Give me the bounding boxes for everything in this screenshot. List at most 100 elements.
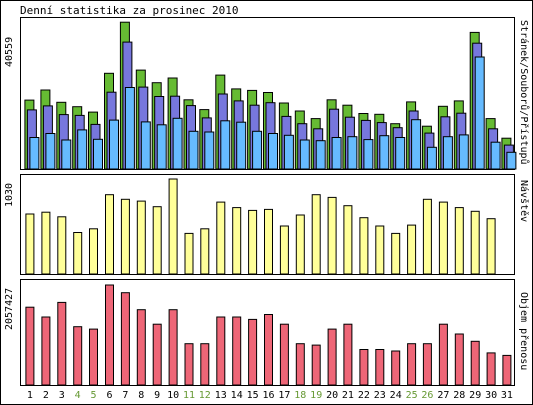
bar-stranek-day-24 <box>395 137 406 170</box>
bar-prenos-day-9 <box>152 323 162 386</box>
day-label-2: 2 <box>43 390 49 401</box>
bar-navstev-day-17 <box>279 225 289 275</box>
bar-prenos-day-12 <box>200 343 210 386</box>
day-label-21: 21 <box>342 390 354 401</box>
panel-transfer-max-label: 2057427 <box>4 288 15 330</box>
bar-stranek-day-9 <box>156 124 167 170</box>
bar-prenos-day-11 <box>184 343 194 386</box>
bar-prenos-day-2 <box>41 316 51 386</box>
bar-navstev-day-5 <box>89 228 98 275</box>
day-label-10: 10 <box>167 390 179 401</box>
bar-navstev-day-4 <box>73 232 83 275</box>
bar-stranek-day-11 <box>188 130 199 170</box>
bar-stranek-day-2 <box>45 133 56 170</box>
day-label-27: 27 <box>437 390 449 401</box>
bar-prenos-day-27 <box>438 323 448 386</box>
bar-navstev-day-1 <box>25 213 35 275</box>
bar-stranek-day-26 <box>426 146 437 170</box>
bar-prenos-day-4 <box>73 326 83 386</box>
day-label-7: 7 <box>122 390 128 401</box>
bar-stranek-day-3 <box>61 139 72 170</box>
day-label-29: 29 <box>469 390 481 401</box>
bar-stranek-day-16 <box>268 133 278 170</box>
panel-hits-max-label: 40559 <box>4 37 15 67</box>
bar-navstev-day-30 <box>486 218 496 275</box>
day-label-19: 19 <box>310 390 322 401</box>
bar-stranek-day-22 <box>363 139 374 170</box>
bar-stranek-day-15 <box>252 130 263 170</box>
bar-navstev-day-19 <box>311 194 321 275</box>
bar-navstev-day-25 <box>407 224 417 275</box>
bar-stranek-day-6 <box>109 119 119 170</box>
bar-prenos-day-31 <box>502 354 512 386</box>
bar-prenos-day-15 <box>248 318 258 386</box>
bar-navstev-day-2 <box>41 211 51 275</box>
bar-prenos-day-7 <box>120 292 130 386</box>
bar-navstev-day-6 <box>105 194 114 275</box>
bar-navstev-day-23 <box>375 225 385 275</box>
bar-navstev-day-20 <box>327 196 337 275</box>
bar-prenos-day-17 <box>279 323 289 386</box>
bar-prenos-day-23 <box>375 349 385 386</box>
day-labels: 1 2 3 4 5 6 7 8 9 10 11 12 13 14 15 16 17 18 19 20 21 22 23 24 2… <box>27 390 513 401</box>
legend-sep-2: / <box>518 110 529 116</box>
bar-prenos-day-5 <box>89 328 98 386</box>
bar-navstev-day-21 <box>343 205 353 275</box>
panel-visits-side-label: Návštěv <box>518 180 530 222</box>
bar-prenos-day-18 <box>295 343 305 386</box>
bar-prenos-day-21 <box>343 323 353 386</box>
bar-stranek-day-8 <box>140 121 151 170</box>
day-label-26: 26 <box>421 390 433 401</box>
bar-navstev-day-3 <box>57 216 67 275</box>
day-label-28: 28 <box>453 390 465 401</box>
bar-navstev-day-16 <box>264 208 273 275</box>
bar-stranek-day-20 <box>331 137 342 170</box>
bar-prenos-day-30 <box>486 352 496 386</box>
bar-prenos-day-25 <box>407 343 417 386</box>
bar-prenos-day-8 <box>136 309 146 386</box>
bar-navstev-day-10 <box>168 178 178 275</box>
day-label-12: 12 <box>199 390 211 401</box>
day-label-5: 5 <box>90 390 96 401</box>
day-label-23: 23 <box>374 390 386 401</box>
bar-navstev-day-7 <box>120 198 130 275</box>
bar-prenos-day-16 <box>264 314 273 386</box>
day-label-31: 31 <box>501 390 513 401</box>
bar-stranek-day-19 <box>315 140 326 170</box>
bar-prenos-day-20 <box>327 328 337 386</box>
day-label-24: 24 <box>390 390 402 401</box>
bar-navstev-day-12 <box>200 228 210 275</box>
bar-prenos-day-10 <box>168 309 178 386</box>
day-label-6: 6 <box>106 390 112 401</box>
day-label-8: 8 <box>138 390 144 401</box>
bar-prenos-day-28 <box>454 333 464 386</box>
legend-prenos: Objem přenosu <box>518 292 530 370</box>
bar-stranek-day-23 <box>379 135 390 170</box>
legend-sep-1: / <box>518 62 529 68</box>
legend-stranek: Stránek <box>518 20 530 62</box>
day-label-11: 11 <box>183 390 195 401</box>
bar-stranek-day-30 <box>490 141 501 170</box>
bar-stranek-day-13 <box>220 120 231 170</box>
day-label-20: 20 <box>326 390 338 401</box>
bar-navstev-day-28 <box>454 207 464 275</box>
bar-stranek-day-10 <box>172 117 183 170</box>
bar-stranek-day-31 <box>506 151 517 170</box>
bar-navstev-day-18 <box>295 214 305 275</box>
bar-prenos-day-24 <box>391 350 401 386</box>
day-label-22: 22 <box>358 390 370 401</box>
bar-prenos-day-29 <box>470 340 480 386</box>
bar-stranek-day-25 <box>411 119 422 170</box>
bar-navstev-day-14 <box>232 207 242 275</box>
bar-stranek-day-7 <box>124 87 135 170</box>
bar-stranek-day-17 <box>283 134 294 170</box>
chart-title: Denní statistika za prosinec 2010 <box>20 4 239 17</box>
day-label-1: 1 <box>27 390 33 401</box>
bar-navstev-day-26 <box>422 198 432 275</box>
bar-navstev-day-8 <box>136 200 146 275</box>
panel-hits-side-label: Stránek/Souborů/Přístupů <box>518 20 530 165</box>
day-label-16: 16 <box>262 390 274 401</box>
bar-navstev-day-15 <box>248 209 258 275</box>
bar-navstev-day-24 <box>391 232 401 275</box>
